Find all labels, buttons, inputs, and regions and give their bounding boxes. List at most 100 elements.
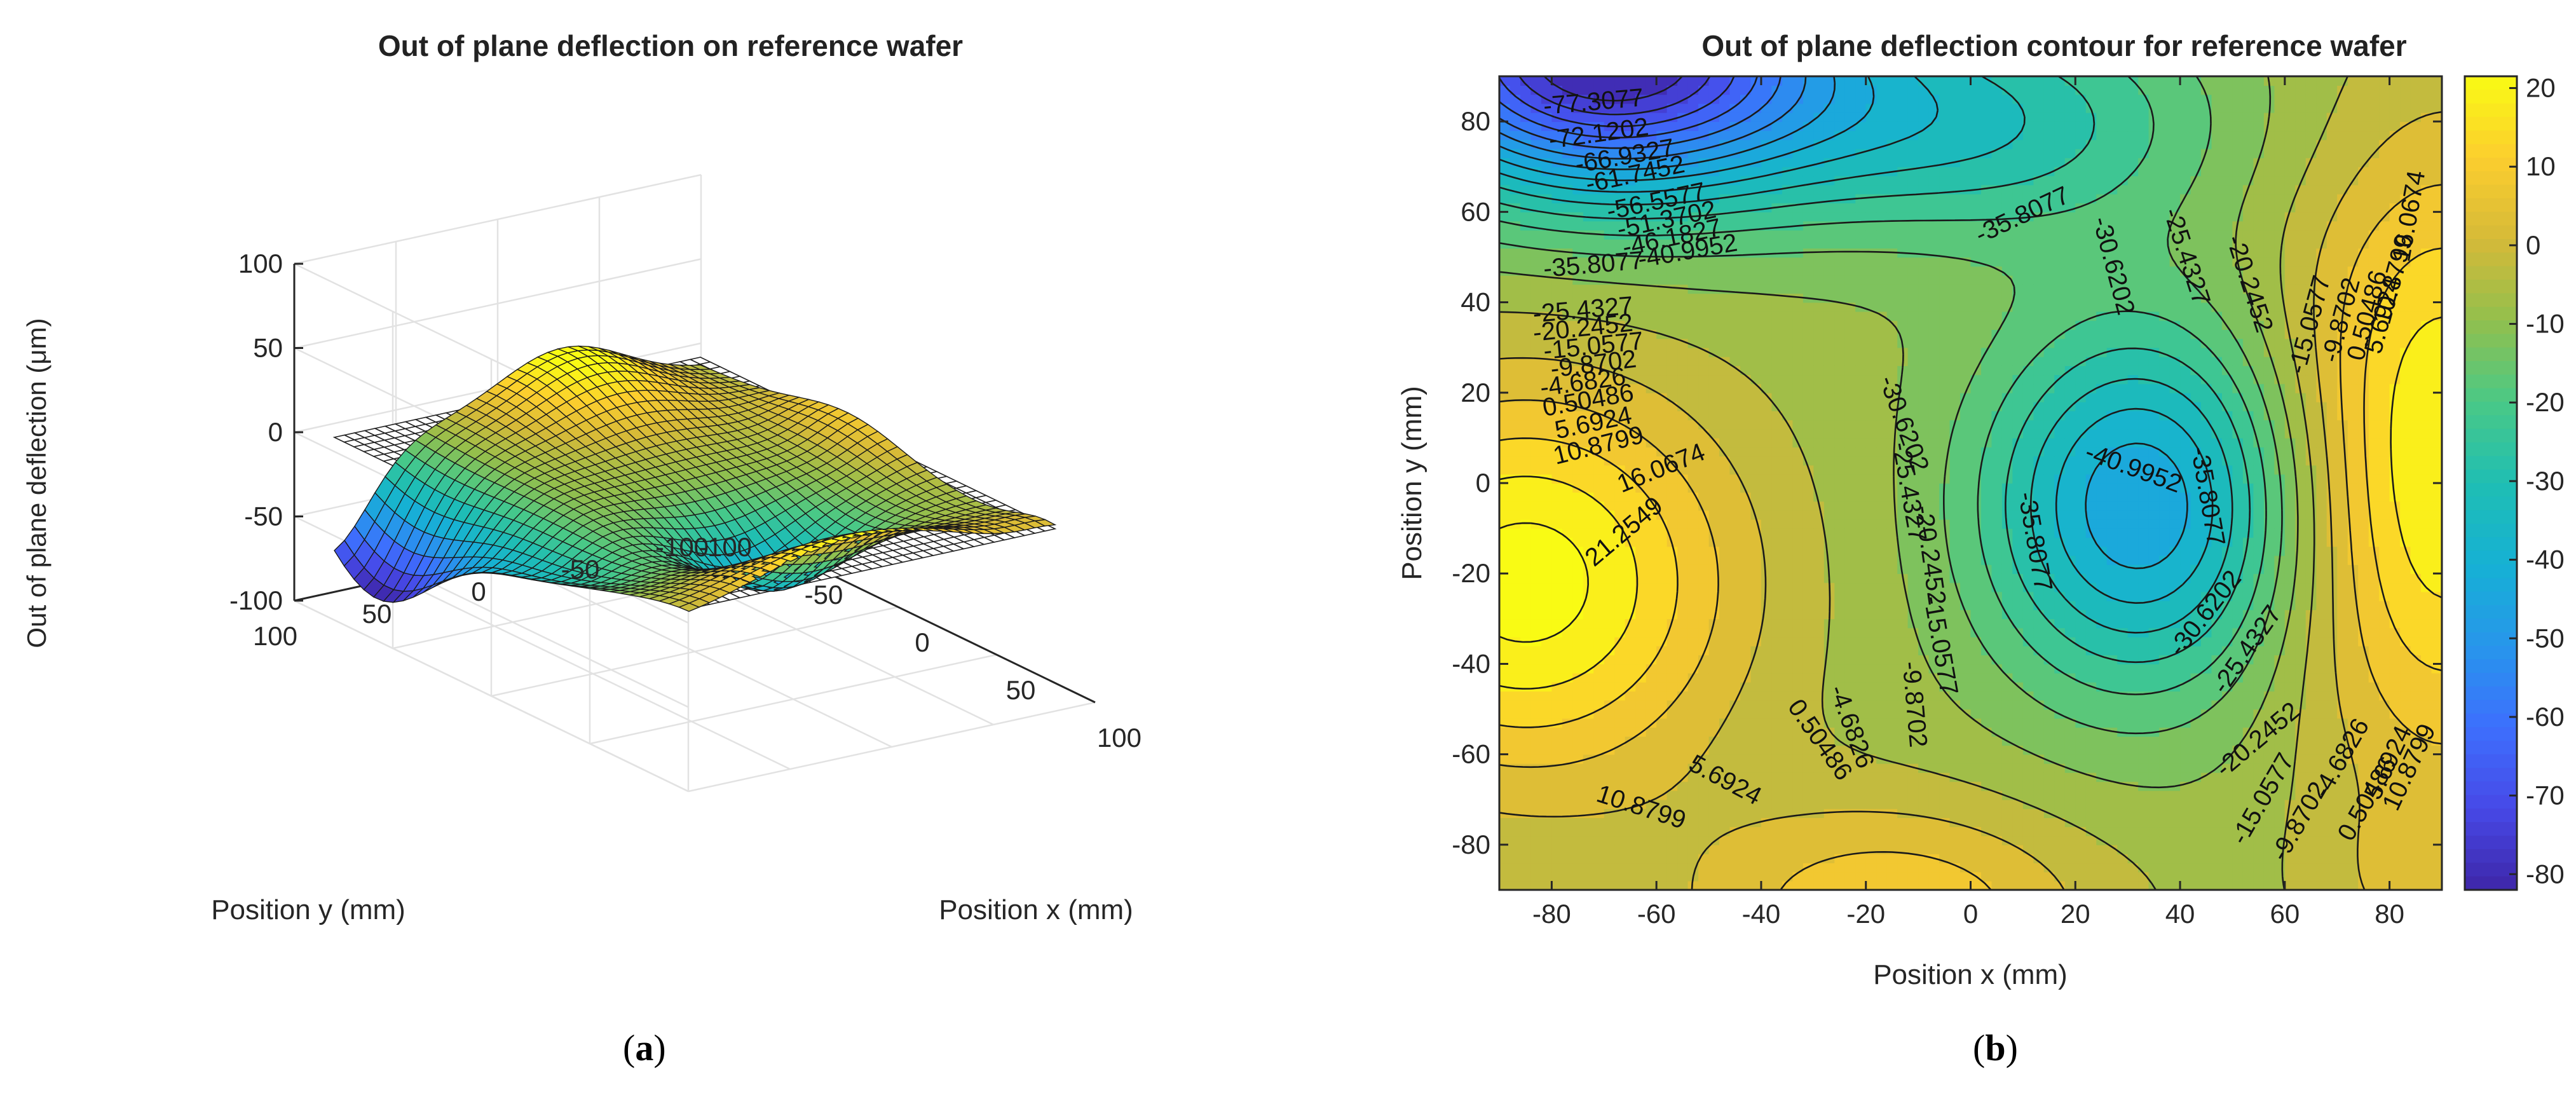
contour-fill-cell <box>1562 329 1574 339</box>
contour-fill-cell <box>1583 374 1595 385</box>
contour-fill-cell <box>1761 519 1773 529</box>
contour-fill-cell <box>1646 402 1657 411</box>
contour-fill-cell <box>1635 772 1647 782</box>
contour-fill-cell <box>1646 709 1657 719</box>
contour-fill-cell <box>1551 402 1563 411</box>
contour-fill-cell <box>1761 718 1773 728</box>
contour-fill-cell <box>1509 248 1521 258</box>
contour-fill-cell <box>1729 311 1741 321</box>
contour-fill-cell <box>1572 799 1584 809</box>
contour-fill-cell <box>1509 646 1521 655</box>
contour-fill-cell <box>1520 754 1532 764</box>
contour-fill-cell <box>1614 329 1626 339</box>
contour-fill-cell <box>1520 700 1532 710</box>
contour-fill-cell <box>1541 402 1553 411</box>
contour-fill-cell <box>1593 175 1605 186</box>
contour-fill-cell <box>1687 646 1699 655</box>
contour-fill-cell <box>1572 239 1584 249</box>
contour-fill-cell <box>1761 664 1773 674</box>
contour-fill-cell <box>1604 302 1616 312</box>
contour-fill-cell <box>1604 103 1616 113</box>
contour-fill-cell <box>1583 880 1595 890</box>
contour-fill-cell <box>1666 573 1678 584</box>
contour-fill-cell <box>1520 718 1532 728</box>
contour-fill-cell <box>1614 320 1626 330</box>
contour-fill-cell <box>1541 799 1553 809</box>
contour-fill-cell <box>1666 121 1678 132</box>
contour-fill-cell <box>1761 510 1773 520</box>
contour-fill-cell <box>1562 94 1574 104</box>
contour-fill-cell <box>1572 76 1584 86</box>
contour-fill-cell <box>1740 809 1752 818</box>
contour-fill-cell <box>1614 139 1626 149</box>
contour-fill-cell <box>1708 700 1720 710</box>
contour-fill-cell <box>1687 555 1699 565</box>
contour-fill-cell <box>1761 772 1773 782</box>
contour-fill-cell <box>1604 420 1616 430</box>
contour-fill-cell <box>1562 420 1574 430</box>
contour-fill-cell <box>1530 646 1542 655</box>
contour-fill-cell <box>1499 392 1511 402</box>
contour-fill-cell <box>1509 383 1521 393</box>
contour-fill-cell <box>1551 591 1563 601</box>
contour-fill-cell <box>1656 844 1668 854</box>
contour-fill-cell <box>1562 754 1574 764</box>
chart-a-title: Out of plane deflection on reference waf… <box>378 29 963 62</box>
contour-fill-cell <box>1635 655 1647 665</box>
contour-fill-cell <box>1541 320 1553 330</box>
contour-fill-cell <box>1541 790 1553 800</box>
contour-fill-cell <box>1520 193 1532 203</box>
contour-fill-cell <box>1729 745 1741 755</box>
contour-fill-cell <box>1520 284 1532 294</box>
contour-fill-cell <box>1625 501 1636 511</box>
contour-fill-cell <box>1666 754 1678 764</box>
contour-fill-cell <box>1583 871 1595 882</box>
contour-fill-cell <box>1708 854 1720 864</box>
contour-fill-cell <box>1687 809 1699 818</box>
contour-fill-cell <box>1729 618 1741 629</box>
contour-fill-cell <box>1635 392 1647 402</box>
y-tick-label: 100 <box>253 621 297 651</box>
contour-fill-cell <box>1698 555 1710 565</box>
contour-fill-cell <box>1771 844 1783 854</box>
contour-fill-cell <box>1604 158 1616 167</box>
contour-fill-cell <box>1572 691 1584 701</box>
contour-fill-cell <box>1761 501 1773 511</box>
contour-fill-cell <box>1551 203 1563 213</box>
contour-fill-cell <box>1509 428 1521 439</box>
contour-fill-cell <box>1551 76 1563 86</box>
contour-fill-cell <box>1509 854 1521 864</box>
contour-fill-cell <box>1562 826 1574 836</box>
contour-fill-cell <box>1708 447 1720 457</box>
contour-fill-cell <box>1677 718 1689 728</box>
contour-fill-cell <box>1583 221 1595 231</box>
contour-fill-cell <box>1677 103 1689 113</box>
x-tick-label: -100 <box>699 532 752 562</box>
contour-fill-cell <box>1646 871 1657 882</box>
contour-fill-cell <box>1541 817 1553 828</box>
contour-fill-cell <box>1593 618 1605 629</box>
contour-fill-cell <box>1551 501 1563 511</box>
contour-fill-cell <box>1520 293 1532 303</box>
contour-fill-cell <box>1614 871 1626 882</box>
contour-fill-cell <box>1761 266 1773 276</box>
contour-fill-cell <box>1604 447 1616 457</box>
contour-fill-cell <box>1646 718 1657 728</box>
contour-fill-cell <box>1698 573 1710 584</box>
contour-fill-cell <box>1625 302 1636 312</box>
contour-fill-cell <box>1541 293 1553 303</box>
contour-fill-cell <box>1750 546 1762 556</box>
contour-fill-cell <box>1635 700 1647 710</box>
contour-fill-cell <box>1646 863 1657 873</box>
contour-fill-cell <box>1625 365 1636 376</box>
contour-fill-cell <box>1646 76 1657 86</box>
contour-fill-cell <box>1750 537 1762 547</box>
contour-fill-cell <box>1625 636 1636 646</box>
contour-fill-cell <box>1499 248 1511 258</box>
contour-fill-cell <box>1499 826 1511 836</box>
contour-fill-cell <box>1708 681 1720 692</box>
contour-fill-cell <box>1687 591 1699 601</box>
contour-fill-cell <box>1750 835 1762 845</box>
contour-fill-cell <box>1583 85 1595 95</box>
contour-fill-cell <box>1530 709 1542 719</box>
